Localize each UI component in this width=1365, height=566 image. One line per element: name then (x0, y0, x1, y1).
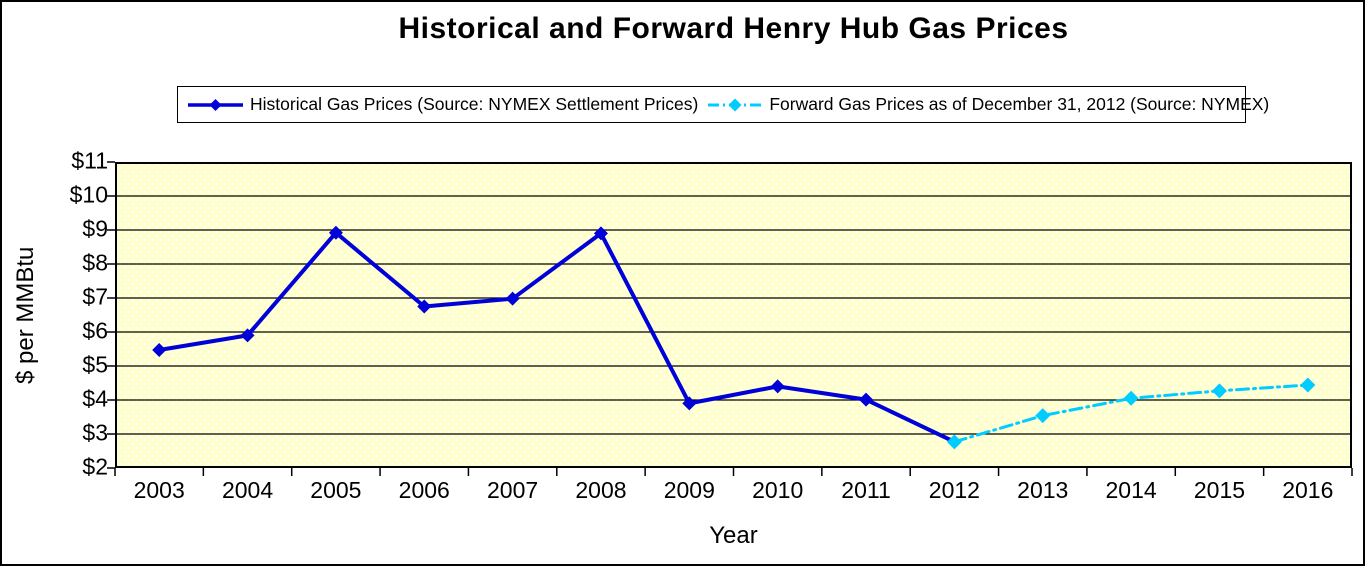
x-tick-label: 2004 (221, 477, 274, 503)
legend-entry-forward: Forward Gas Prices as of December 31, 20… (707, 94, 1269, 115)
x-tick-label: 2016 (1282, 477, 1334, 503)
y-tick-label: $2 (82, 453, 108, 480)
y-tick-label: $3 (82, 419, 108, 446)
x-axis-title: Year (709, 522, 758, 549)
y-tick-label: $5 (82, 351, 108, 378)
data-point-marker-1 (1211, 383, 1227, 399)
x-tick-label: 2012 (928, 477, 980, 503)
data-point-marker-0 (505, 291, 520, 306)
x-tick-label: 2010 (752, 477, 804, 503)
legend: Historical Gas Prices (Source: NYMEX Set… (177, 86, 1269, 123)
x-tick-label: 2013 (1017, 477, 1069, 503)
legend-entry-historical: Historical Gas Prices (Source: NYMEX Set… (187, 94, 698, 115)
y-tick-label: $6 (82, 317, 108, 344)
y-tick-label: $7 (82, 283, 108, 310)
x-tick-label: 2007 (487, 477, 539, 503)
data-point-marker-1 (1035, 408, 1051, 424)
data-point-marker-0 (770, 379, 785, 394)
legend-label-historical: Historical Gas Prices (Source: NYMEX Set… (250, 94, 699, 114)
data-point-marker-0 (417, 299, 432, 314)
legend-line-sample-historical-icon (188, 98, 243, 111)
series-line-0 (157, 230, 957, 444)
y-tick-label: $10 (69, 181, 108, 208)
x-tick-label: 2005 (310, 477, 362, 503)
y-tick-label: $9 (82, 215, 108, 242)
y-tick-label: $11 (71, 147, 108, 174)
legend-label-forward: Forward Gas Prices as of December 31, 20… (769, 94, 1270, 114)
y-tick-label: $4 (82, 385, 108, 412)
x-tick-label: 2006 (398, 477, 450, 503)
x-tick-label: 2009 (663, 477, 715, 503)
data-point-marker-1 (946, 434, 962, 450)
y-tick-label: $8 (82, 249, 108, 276)
chart-title: Historical and Forward Henry Hub Gas Pri… (398, 12, 1069, 45)
x-tick-label: 2011 (841, 477, 891, 503)
data-point-marker-1 (1300, 377, 1316, 393)
series-line-1 (952, 383, 1310, 444)
data-point-marker-1 (1123, 390, 1139, 406)
legend-line-sample-forward-icon (708, 98, 763, 111)
data-point-marker-0 (682, 396, 697, 411)
data-point-marker-0 (152, 343, 167, 358)
x-tick-label: 2008 (575, 477, 627, 503)
x-tick-label: 2015 (1193, 477, 1246, 503)
x-tick-label: 2003 (133, 477, 185, 503)
data-point-marker-0 (593, 226, 608, 241)
data-point-marker-0 (240, 328, 255, 343)
data-point-marker-0 (859, 392, 874, 407)
plot-area (115, 162, 1352, 468)
data-point-marker-0 (328, 225, 343, 240)
x-tick-label: 2014 (1105, 477, 1157, 503)
